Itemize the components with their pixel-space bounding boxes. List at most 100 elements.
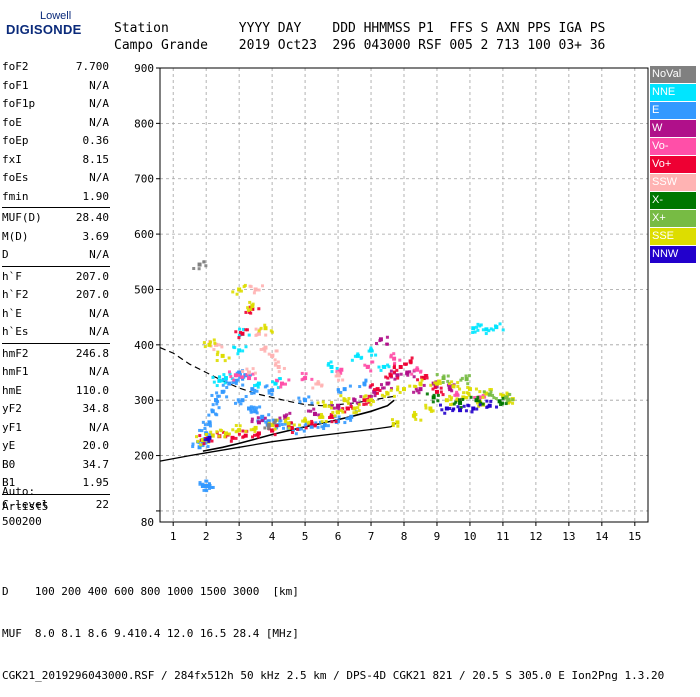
data-point (506, 392, 510, 396)
header-cell: 2 (480, 38, 489, 53)
data-point (256, 416, 260, 420)
data-point (438, 379, 442, 383)
data-point (329, 412, 333, 416)
param-value: 207.0 (75, 288, 109, 301)
data-point (399, 372, 403, 376)
param-value: 34.8 (82, 402, 110, 415)
data-point (303, 418, 308, 423)
data-point (257, 307, 261, 311)
param-value: N/A (89, 325, 109, 338)
data-point (499, 392, 503, 396)
data-point (373, 388, 377, 392)
data-point (309, 421, 314, 426)
data-point (247, 310, 251, 314)
data-point (449, 396, 453, 400)
data-point (398, 364, 403, 369)
data-point (414, 385, 418, 389)
data-point (345, 406, 349, 410)
data-point (287, 426, 291, 430)
data-point (202, 488, 206, 492)
data-point (414, 413, 418, 417)
param-name: foEs (2, 171, 29, 184)
data-point (237, 348, 242, 353)
data-point (203, 427, 207, 431)
data-point (349, 418, 353, 422)
header-cell: YYYY (238, 21, 271, 36)
data-point (487, 392, 492, 397)
data-point (471, 406, 476, 411)
data-point (393, 370, 397, 374)
data-point (210, 408, 214, 412)
data-point (364, 402, 368, 406)
y-tick-label: 500 (134, 283, 154, 296)
data-point (335, 406, 339, 410)
data-point (444, 406, 449, 411)
data-point (264, 420, 268, 424)
data-point (491, 393, 495, 397)
x-tick-label: 12 (529, 530, 542, 543)
auto-line2: Artist5 (2, 500, 49, 513)
data-point (416, 378, 420, 382)
data-point (450, 389, 454, 393)
data-point (223, 359, 227, 363)
chart-grid (160, 67, 648, 522)
data-point (338, 369, 342, 373)
param-row: foF1 N/A (0, 77, 112, 96)
data-point (369, 384, 373, 388)
data-point (331, 410, 335, 414)
data-point (320, 383, 324, 387)
data-point (231, 428, 235, 432)
data-point (223, 431, 228, 436)
data-point (452, 402, 456, 406)
data-point (500, 393, 505, 398)
header-cell: RSF (418, 38, 442, 53)
data-point (318, 420, 322, 424)
data-point (484, 391, 489, 396)
data-point (488, 388, 492, 392)
legend-item-vo-: Vo- (650, 138, 696, 155)
data-point (431, 395, 436, 400)
data-point (350, 358, 354, 362)
muf-row: MUF 8.0 8.1 8.6 9.410.4 12.0 16.5 28.4 [MHz] (2, 627, 664, 641)
x-tick-label: 1 (170, 530, 177, 543)
data-point (216, 394, 220, 398)
param-row: B1 1.95 (0, 474, 112, 493)
data-point (271, 380, 275, 384)
data-point (464, 377, 469, 382)
data-point (493, 324, 497, 328)
data-point (478, 403, 482, 407)
distance-value: 1500 (199, 585, 227, 598)
data-point (235, 429, 239, 433)
data-point (250, 387, 255, 392)
data-point (287, 378, 291, 382)
data-point (274, 381, 278, 385)
data-point (456, 381, 460, 385)
data-point (220, 429, 224, 433)
data-point (433, 381, 437, 385)
data-point (359, 395, 363, 399)
data-point (222, 389, 226, 393)
data-point (204, 479, 208, 483)
data-point (499, 403, 503, 407)
data-point (207, 484, 212, 489)
data-point (393, 361, 397, 365)
data-point (489, 399, 493, 403)
data-point (353, 354, 357, 358)
data-point (389, 388, 393, 392)
param-name: M(D) (2, 229, 29, 243)
data-point (204, 433, 208, 437)
data-point (462, 404, 466, 408)
data-point (352, 397, 356, 401)
data-point (317, 413, 321, 417)
data-point (287, 424, 291, 428)
data-point (269, 329, 273, 333)
data-point (249, 410, 253, 414)
distance-value: [km] (272, 585, 299, 598)
data-point (356, 406, 360, 410)
data-point (276, 423, 281, 428)
param-row: hmF1 N/A (0, 363, 112, 382)
polarization-legend: NoVal NNE E W Vo- Vo+ SSW X- X+ SSE NNW (650, 66, 696, 264)
data-point (377, 365, 381, 369)
data-point (253, 433, 257, 437)
data-point (263, 349, 267, 353)
